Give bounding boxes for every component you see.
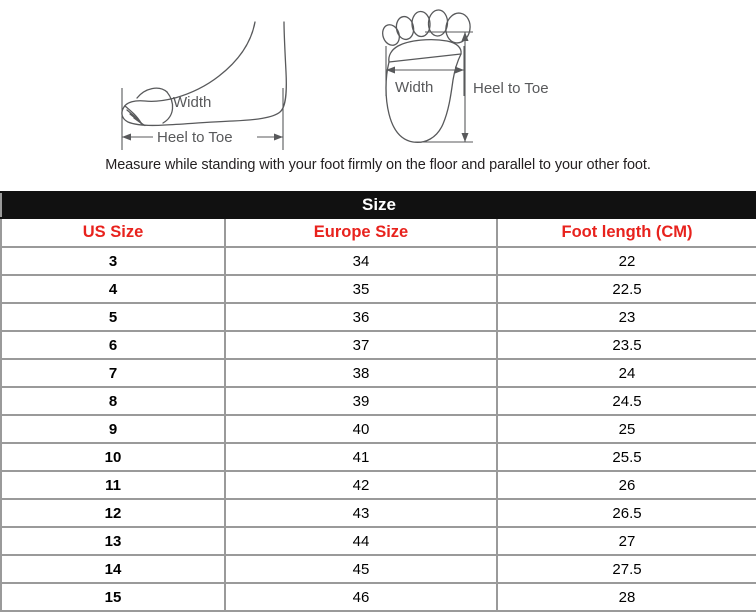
us-size-cell: 9 xyxy=(0,414,226,444)
europe-size-cell: 46 xyxy=(224,582,498,612)
foot-length-cell: 26 xyxy=(495,470,756,500)
foot-length-cell: 25 xyxy=(495,414,756,444)
table-row: 15 46 28 xyxy=(0,582,756,612)
europe-size-cell: 44 xyxy=(224,526,498,556)
table-title: Size xyxy=(0,191,756,219)
europe-size-cell: 41 xyxy=(224,442,498,472)
table-title-row: Size xyxy=(0,191,756,219)
foot-length-cell: 22 xyxy=(495,246,756,276)
europe-size-cell: 38 xyxy=(224,358,498,388)
foot-length-cell: 24 xyxy=(495,358,756,388)
table-row: 3 34 22 xyxy=(0,246,756,276)
europe-size-cell: 39 xyxy=(224,386,498,416)
side-view-width-label: Width xyxy=(173,94,211,111)
europe-size-cell: 42 xyxy=(224,470,498,500)
table-row: 8 39 24.5 xyxy=(0,386,756,416)
table-row: 9 40 25 xyxy=(0,414,756,444)
table-row: 11 42 26 xyxy=(0,470,756,500)
europe-size-cell: 40 xyxy=(224,414,498,444)
us-size-cell: 4 xyxy=(0,274,226,304)
size-chart-table: Size US Size Europe Size Foot length (CM… xyxy=(0,191,756,612)
foot-length-cell: 25.5 xyxy=(495,442,756,472)
us-size-cell: 6 xyxy=(0,330,226,360)
foot-length-cell: 22.5 xyxy=(495,274,756,304)
foot-length-cell: 23.5 xyxy=(495,330,756,360)
europe-size-cell: 35 xyxy=(224,274,498,304)
europe-size-cell: 37 xyxy=(224,330,498,360)
us-size-cell: 10 xyxy=(0,442,226,472)
us-size-cell: 11 xyxy=(0,470,226,500)
foot-length-cell: 27.5 xyxy=(495,554,756,584)
table-header-row: US Size Europe Size Foot length (CM) xyxy=(0,217,756,248)
table-row: 12 43 26.5 xyxy=(0,498,756,528)
us-size-cell: 12 xyxy=(0,498,226,528)
europe-size-cell: 45 xyxy=(224,554,498,584)
table-row: 7 38 24 xyxy=(0,358,756,388)
top-view-width-label: Width xyxy=(395,79,433,96)
table-row: 4 35 22.5 xyxy=(0,274,756,304)
us-size-cell: 15 xyxy=(0,582,226,612)
table-row: 5 36 23 xyxy=(0,302,756,332)
us-size-cell: 5 xyxy=(0,302,226,332)
column-header-europe-size: Europe Size xyxy=(224,217,498,248)
top-view-foot-diagram: Width Heel to Toe xyxy=(382,9,549,144)
table-row: 14 45 27.5 xyxy=(0,554,756,584)
us-size-cell: 14 xyxy=(0,554,226,584)
europe-size-cell: 36 xyxy=(224,302,498,332)
size-chart-body: 3 34 22 4 35 22.5 5 36 23 6 37 23.5 7 38 24 8 39 24.5 9 40 2… xyxy=(0,246,756,612)
column-header-us-size: US Size xyxy=(0,217,226,248)
us-size-cell: 3 xyxy=(0,246,226,276)
foot-length-cell: 28 xyxy=(495,582,756,612)
us-size-cell: 13 xyxy=(0,526,226,556)
measurement-instruction-text: Measure while standing with your foot fi… xyxy=(105,157,651,173)
europe-size-cell: 43 xyxy=(224,498,498,528)
foot-length-cell: 24.5 xyxy=(495,386,756,416)
side-view-foot-diagram: Width Heel to Toe xyxy=(121,21,287,150)
table-row: 13 44 27 xyxy=(0,526,756,556)
side-view-heel-to-toe-label: Heel to Toe xyxy=(157,129,233,146)
foot-length-cell: 27 xyxy=(495,526,756,556)
table-row: 10 41 25.5 xyxy=(0,442,756,472)
us-size-cell: 8 xyxy=(0,386,226,416)
foot-measurement-diagrams: Width Heel to Toe xyxy=(0,0,756,191)
top-view-heel-to-toe-label: Heel to Toe xyxy=(473,80,549,97)
foot-length-cell: 23 xyxy=(495,302,756,332)
foot-length-cell: 26.5 xyxy=(495,498,756,528)
column-header-foot-length: Foot length (CM) xyxy=(495,217,756,248)
table-row: 6 37 23.5 xyxy=(0,330,756,360)
europe-size-cell: 34 xyxy=(224,246,498,276)
us-size-cell: 7 xyxy=(0,358,226,388)
